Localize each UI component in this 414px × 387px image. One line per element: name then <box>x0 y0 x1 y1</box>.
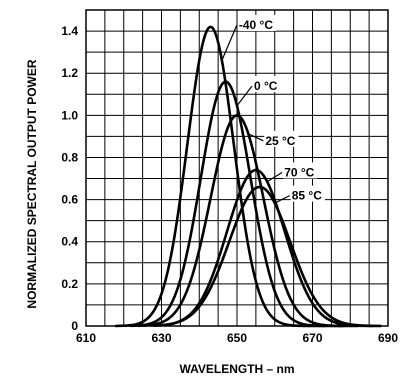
x-tick-label: 630 <box>151 331 171 345</box>
y-tick-label: 0.6 <box>61 193 78 207</box>
x-tick-label: 650 <box>227 331 247 345</box>
callout-leader-line <box>274 195 291 204</box>
x-tick-label: 670 <box>302 331 322 345</box>
callout-label-background <box>237 14 277 31</box>
series-label: -40 °C <box>239 18 273 32</box>
series-label: 0 °C <box>254 79 278 93</box>
callout-label-background <box>264 130 299 147</box>
series-label: 85 °C <box>292 189 322 203</box>
y-tick-label: 1.4 <box>61 24 78 38</box>
series-lines <box>114 25 382 328</box>
callout-leader-line <box>266 171 283 183</box>
x-tick-labels: 610 630 650 670 690 <box>76 331 398 345</box>
callout-label-background <box>252 76 281 93</box>
series-line <box>160 185 382 328</box>
callout-leader-line <box>236 85 253 107</box>
y-tick-label: 0.8 <box>61 150 78 164</box>
callout-leader-line <box>248 133 264 142</box>
y-tick-labels: 0 0.2 0.4 0.6 0.8 1.0 1.2 1.4 <box>61 24 78 333</box>
plot-frame <box>85 9 389 327</box>
callout-leader-line <box>221 24 238 61</box>
x-axis-title: WAVELENGTH – nm <box>179 362 294 376</box>
y-tick-label: 0.4 <box>61 235 78 249</box>
series-line <box>114 25 326 328</box>
x-tick-label: 690 <box>378 331 398 345</box>
callout-label-background <box>290 185 325 202</box>
y-axis-title: NORMALIZED SPECTRAL OUTPUT POWER <box>25 59 39 308</box>
y-tick-label: 0 <box>71 319 78 333</box>
callout-label-background <box>283 162 318 179</box>
series-line <box>137 114 360 328</box>
y-tick-label: 0.2 <box>61 277 78 291</box>
series-callouts: -40 °C 0 °C 25 °C 70 °C 85 °C <box>221 14 325 204</box>
y-tick-label: 1.0 <box>61 108 78 122</box>
series-label: 70 °C <box>284 165 314 179</box>
x-tick-label: 610 <box>76 331 96 345</box>
series-label: 25 °C <box>265 134 295 148</box>
y-tick-label: 1.2 <box>61 66 78 80</box>
